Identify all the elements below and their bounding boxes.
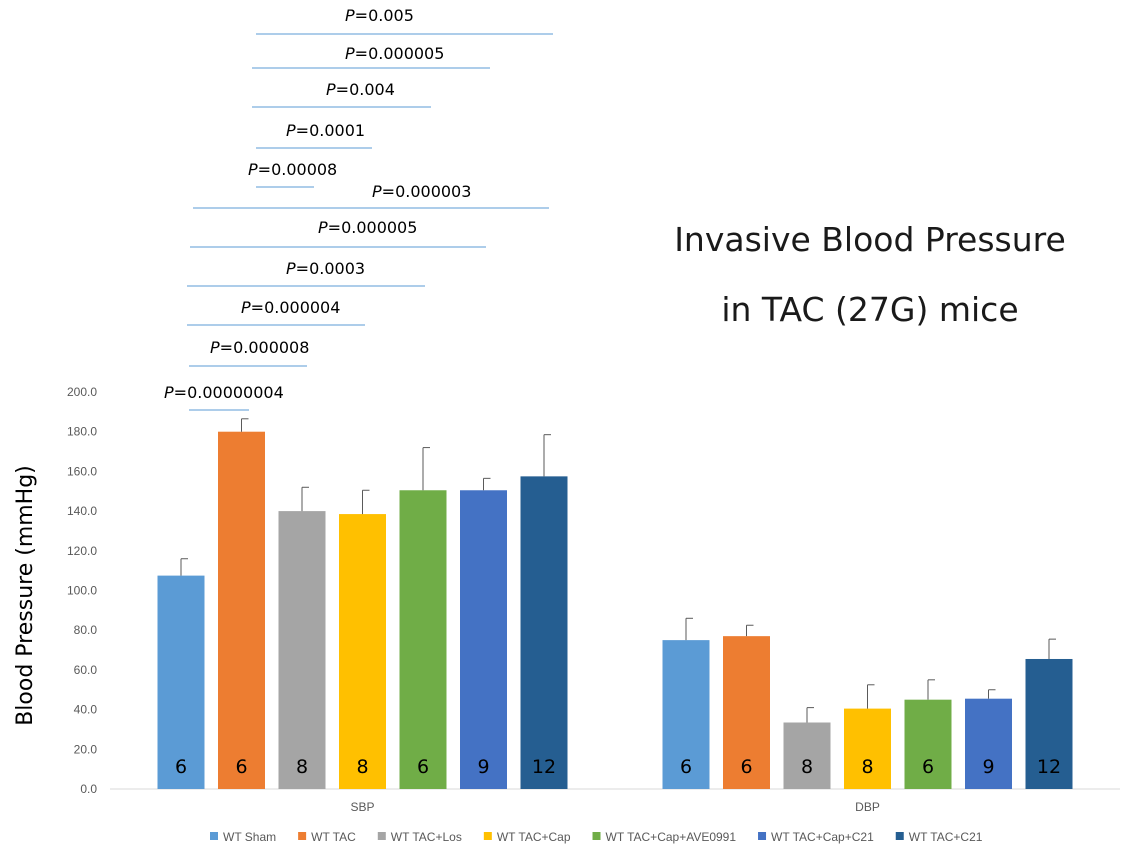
legend-swatch <box>895 832 904 840</box>
y-axis-label: Blood Pressure (mmHg) <box>13 465 38 726</box>
p-value-label: P=0.005 <box>345 6 414 25</box>
legend-swatch <box>210 832 218 840</box>
bar-n-label: 6 <box>922 756 934 778</box>
bar-n-label: 9 <box>982 756 994 778</box>
bar-n-label: 6 <box>175 756 187 778</box>
y-tick-label: 40.0 <box>74 703 98 717</box>
y-tick-label: 0.0 <box>80 782 97 796</box>
bar <box>157 575 205 789</box>
p-value-label: P=0.00000004 <box>164 383 284 402</box>
y-tick-label: 160.0 <box>67 464 97 478</box>
legend-item-label: WT Sham <box>223 830 276 844</box>
bar-n-label: 6 <box>680 756 692 778</box>
bar-n-label: 8 <box>356 756 368 778</box>
p-value-label: P=0.00008 <box>248 160 337 179</box>
x-category-label: DBP <box>855 800 880 814</box>
p-value-label: P=0.0003 <box>286 259 365 278</box>
bar <box>460 490 507 789</box>
y-tick-label: 120.0 <box>67 544 97 558</box>
legend-item-label: WT TAC+Cap+C21 <box>771 830 874 844</box>
bar-n-label: 8 <box>861 756 873 778</box>
bar-n-label: 8 <box>296 756 308 778</box>
bar <box>662 640 710 789</box>
p-value-label: P=0.000005 <box>318 218 417 237</box>
p-value-label: P=0.000004 <box>241 298 340 317</box>
bar <box>520 476 568 789</box>
p-value-label: P=0.000005 <box>345 44 444 63</box>
bar <box>399 490 447 789</box>
legend-swatch <box>592 832 601 840</box>
p-value-label: P=0.000008 <box>210 338 309 357</box>
bar-n-label: 12 <box>532 756 556 778</box>
x-category-label: SBP <box>350 800 374 814</box>
legend-swatch <box>298 832 307 840</box>
legend-item-label: WT TAC+Los <box>391 830 462 844</box>
bar <box>965 698 1012 789</box>
bar-n-label: 8 <box>801 756 813 778</box>
bar <box>339 514 386 789</box>
bar-n-label: 6 <box>740 756 752 778</box>
legend-item-label: WT TAC+C21 <box>909 830 983 844</box>
y-tick-label: 180.0 <box>67 425 97 439</box>
bar-n-label: 12 <box>1037 756 1061 778</box>
bar-n-label: 9 <box>477 756 489 778</box>
p-value-label: P=0.0001 <box>286 121 365 140</box>
y-tick-label: 60.0 <box>74 663 98 677</box>
legend-swatch <box>758 832 767 840</box>
bar <box>218 431 265 789</box>
legend: WT Sham WT TAC WT TAC+Los WT TAC+Cap WT TAC+… <box>210 830 983 844</box>
legend-swatch <box>483 832 492 840</box>
bar <box>278 511 326 789</box>
legend-swatch <box>377 832 386 840</box>
bar <box>904 699 952 789</box>
bar <box>1025 658 1073 789</box>
y-tick-label: 140.0 <box>67 504 97 518</box>
bar <box>783 722 831 789</box>
y-tick-label: 200.0 <box>67 385 97 399</box>
y-tick-label: 80.0 <box>74 623 98 637</box>
chart-title-line-2: in TAC (27G) mice <box>721 290 1019 329</box>
bar <box>844 708 891 789</box>
p-value-label: P=0.000003 <box>372 182 471 201</box>
legend-item-label: WT TAC+Cap+AVE0991 <box>606 830 737 844</box>
p-value-label: P=0.004 <box>326 80 395 99</box>
y-tick-label: 100.0 <box>67 584 97 598</box>
bar-n-label: 6 <box>417 756 429 778</box>
y-tick-label: 20.0 <box>74 742 98 756</box>
chart-title-line-1: Invasive Blood Pressure <box>674 220 1066 259</box>
bar <box>723 636 770 789</box>
legend-item-label: WT TAC+Cap <box>497 830 571 844</box>
legend-item-label: WT TAC <box>311 830 356 844</box>
bar-n-label: 6 <box>235 756 247 778</box>
